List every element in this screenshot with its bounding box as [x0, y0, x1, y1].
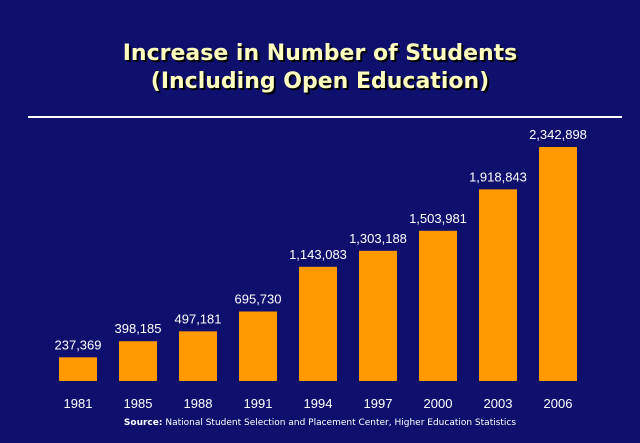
x-tick-label-1988: 1988 — [184, 396, 213, 411]
data-label-1985: 398,185 — [115, 321, 162, 336]
x-tick-label-1985: 1985 — [124, 396, 153, 411]
bar-2006 — [539, 147, 577, 381]
data-label-2006: 2,342,898 — [529, 127, 587, 142]
chart-title-line1: Increase in Number of Students — [122, 41, 518, 66]
x-tick-label-2003: 2003 — [484, 396, 513, 411]
chart-title-line2: (Including Open Education) — [150, 69, 490, 94]
x-tick-label-1991: 1991 — [244, 396, 273, 411]
data-label-1988: 497,181 — [175, 311, 222, 326]
source-note: Source: National Student Selection and P… — [0, 418, 640, 428]
title-divider — [28, 116, 622, 118]
data-label-1981: 237,369 — [55, 337, 102, 352]
bar-1991 — [239, 311, 277, 381]
bar-1985 — [119, 341, 157, 381]
source-label: Source: — [123, 418, 163, 428]
bar-1981 — [59, 357, 97, 381]
data-label-1994: 1,143,083 — [289, 247, 347, 262]
x-tick-label-2000: 2000 — [424, 396, 453, 411]
chart-title: Increase in Number of Students (Includin… — [0, 40, 640, 96]
bar-1997 — [359, 250, 397, 381]
x-tick-label-1981: 1981 — [64, 396, 93, 411]
bar-1988 — [179, 331, 217, 381]
x-tick-label-2006: 2006 — [544, 396, 573, 411]
x-tick-label-1994: 1994 — [304, 396, 333, 411]
bar-2000 — [419, 230, 457, 381]
source-text: National Student Selection and Placement… — [165, 418, 517, 428]
data-label-1997: 1,303,188 — [349, 231, 407, 246]
bar-1994 — [299, 266, 337, 381]
data-label-2000: 1,503,981 — [409, 211, 467, 226]
data-label-2003: 1,918,843 — [469, 169, 527, 184]
bar-2003 — [479, 189, 517, 381]
data-label-1991: 695,730 — [235, 292, 282, 307]
x-tick-label-1997: 1997 — [364, 396, 393, 411]
